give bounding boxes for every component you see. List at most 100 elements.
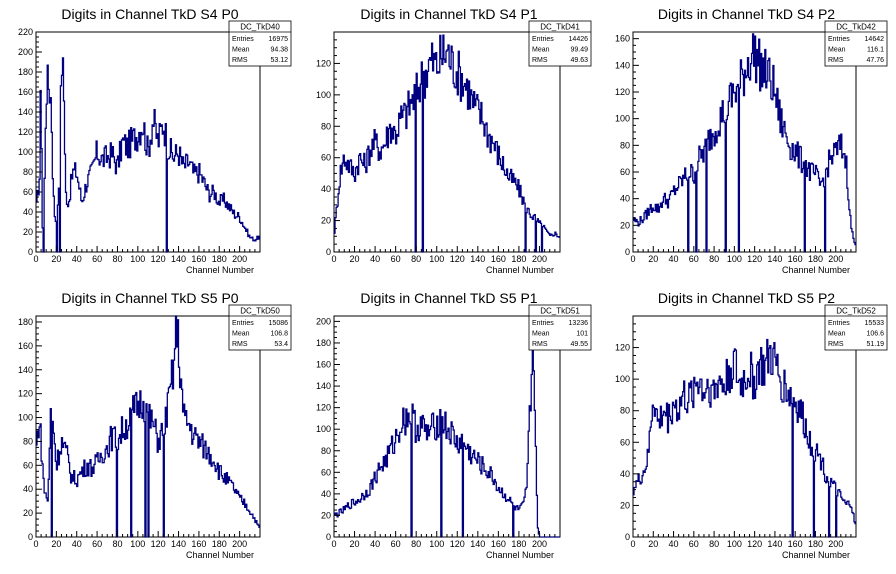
x-tick-label: 160 [788,254,803,264]
x-tick-label: 200 [532,254,547,264]
x-tick-label: 80 [411,254,421,264]
stats-rms-value: 53.4 [274,341,288,348]
stats-mean-value: 94.38 [270,47,288,54]
stats-rms-value: 51.19 [866,341,884,348]
x-tick-label: 40 [72,254,82,264]
plot-frame [632,31,857,253]
histogram-line [36,57,260,253]
stats-entries-value: 14426 [569,36,589,43]
stats-mean-value: 106.6 [866,331,884,338]
stats-rms-label: RMS [828,57,844,64]
stats-box-name: DC_TkD51 [540,307,580,316]
y-tick-label: 60 [620,437,630,447]
y-tick-label: 40 [321,489,331,499]
stats-rms-value: 47.76 [866,57,884,64]
x-tick-label: 120 [151,254,166,264]
stats-mean-label: Mean [232,331,250,338]
y-tick-label: 180 [316,338,331,348]
stats-entries-label: Entries [828,36,850,43]
y-tick-label: 20 [620,500,630,510]
x-tick-label: 40 [370,539,380,549]
stats-mean-value: 101 [576,331,588,338]
y-tick-label: 60 [23,460,33,470]
y-tick-label: 120 [316,58,331,68]
x-tick-label: 180 [212,539,227,549]
y-tick-label: 80 [23,167,33,177]
x-tick-label: 100 [727,254,742,264]
stats-entries-value: 13236 [569,320,589,327]
stats-box-frame [228,304,292,351]
chart-title: Digits in Channel TkD S5 P1 [360,290,537,306]
x-tick-label: 80 [709,254,719,264]
y-tick-label: 80 [620,406,630,416]
x-tick-label: 0 [331,539,336,549]
y-tick-label: 140 [18,365,33,375]
stats-box-frame [824,304,888,351]
stats-entries-value: 16975 [269,36,289,43]
x-tick-label: 140 [470,254,485,264]
y-tick-label: 0 [28,532,33,542]
y-tick-label: 20 [620,220,630,230]
y-tick-label: 100 [18,413,33,423]
x-tick-label: 60 [689,254,699,264]
stats-entries-value: 15086 [269,320,289,327]
x-tick-label: 140 [767,539,782,549]
stats-box-frame [528,304,592,351]
y-tick-label: 160 [316,360,331,370]
stats-box: DC_TkD41 Entries 14426 Mean 99.49 RMS 49.63 [528,20,592,67]
x-tick-label: 80 [411,539,421,549]
x-tick-label: 140 [767,254,782,264]
x-axis-label: Channel Number [186,550,254,560]
x-axis-label: Channel Number [486,265,554,275]
y-tick-label: 180 [18,67,33,77]
x-axis-label: Channel Number [486,550,554,560]
x-tick-label: 20 [648,254,658,264]
x-tick-label: 180 [212,254,227,264]
histogram-line [334,34,560,253]
stats-rms-value: 49.63 [570,57,588,64]
x-tick-label: 160 [788,539,803,549]
stats-entries-value: 14642 [865,36,885,43]
stats-rms-label: RMS [232,57,248,64]
histogram-line [633,33,856,253]
stats-entries-label: Entries [232,36,254,43]
x-tick-label: 120 [450,539,465,549]
chart-title: Digits in Channel TkD S4 P1 [360,6,537,22]
x-tick-label: 140 [470,539,485,549]
histogram-panel-2: Digits in Channel TkD S4 P2 0 20 40 60 80 100 1… [615,6,888,275]
stats-entries-label: Entries [532,320,554,327]
x-tick-label: 80 [112,539,122,549]
chart-title: Digits in Channel TkD S4 P0 [61,6,238,22]
y-tick-label: 80 [321,446,331,456]
stats-mean-label: Mean [532,331,550,338]
x-tick-label: 20 [350,254,360,264]
stats-box-name: DC_TkD40 [240,23,280,32]
histogram-panel-5: Digits in Channel TkD S5 P2 0 20 40 60 80 100 1… [615,290,888,560]
stats-box: DC_TkD51 Entries 13236 Mean 101 RMS 49.55 [528,304,592,351]
stats-mean-label: Mean [828,47,846,54]
stats-box-frame [228,20,292,67]
y-tick-label: 0 [326,532,331,542]
stats-box-name: DC_TkD42 [836,23,876,32]
y-tick-label: 80 [23,436,33,446]
y-tick-label: 60 [321,467,331,477]
y-tick-label: 0 [625,532,630,542]
histogram-panel-0: Digits in Channel TkD S4 P0 0 20 40 60 80 100 1… [18,6,292,275]
x-tick-label: 100 [429,254,444,264]
x-tick-label: 20 [648,539,658,549]
stats-rms-label: RMS [532,341,548,348]
stats-mean-label: Mean [232,47,250,54]
x-tick-label: 100 [429,539,444,549]
x-tick-label: 200 [232,539,247,549]
y-tick-label: 40 [23,484,33,494]
x-tick-label: 0 [33,539,38,549]
y-tick-label: 120 [18,389,33,399]
y-tick-label: 100 [615,374,630,384]
x-tick-label: 180 [511,539,526,549]
x-tick-label: 180 [511,254,526,264]
x-tick-label: 40 [669,539,679,549]
stats-box-name: DC_TkD41 [540,23,580,32]
x-tick-label: 0 [33,254,38,264]
x-tick-label: 0 [630,539,635,549]
x-tick-label: 40 [669,254,679,264]
